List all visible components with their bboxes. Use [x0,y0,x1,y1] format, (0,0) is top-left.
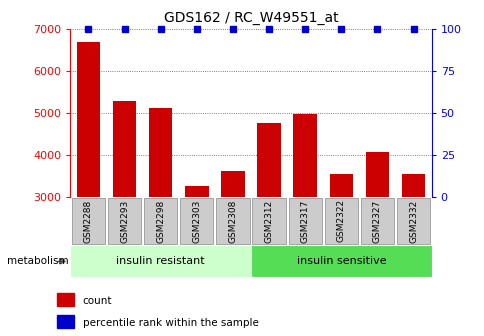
Text: insulin resistant: insulin resistant [116,256,205,266]
Text: GSM2303: GSM2303 [192,199,201,243]
FancyBboxPatch shape [70,245,251,277]
Text: percentile rank within the sample: percentile rank within the sample [82,318,258,328]
FancyBboxPatch shape [180,198,213,244]
Bar [221,171,244,197]
Text: metabolism: metabolism [7,256,69,266]
FancyBboxPatch shape [107,198,141,244]
Text: GSM2312: GSM2312 [264,199,273,243]
Bar [365,152,388,197]
Bar [76,42,100,197]
FancyBboxPatch shape [360,198,393,244]
Bar [293,114,316,197]
Bar [149,108,172,197]
FancyBboxPatch shape [72,198,105,244]
Text: GSM2322: GSM2322 [336,199,345,243]
FancyBboxPatch shape [251,245,431,277]
Bar [57,293,74,306]
FancyBboxPatch shape [216,198,249,244]
Text: count: count [82,296,112,306]
Bar [257,123,280,197]
Bar [329,174,352,197]
Bar [57,315,74,328]
Text: insulin sensitive: insulin sensitive [296,256,385,266]
Bar [185,185,208,197]
Text: GSM2293: GSM2293 [120,199,129,243]
Title: GDS162 / RC_W49551_at: GDS162 / RC_W49551_at [163,11,338,25]
Text: GSM2288: GSM2288 [84,199,93,243]
Bar [401,174,424,197]
FancyBboxPatch shape [396,198,429,244]
FancyBboxPatch shape [324,198,357,244]
Text: GSM2317: GSM2317 [300,199,309,243]
FancyBboxPatch shape [288,198,321,244]
Text: GSM2298: GSM2298 [156,199,165,243]
FancyBboxPatch shape [144,198,177,244]
FancyBboxPatch shape [252,198,285,244]
Bar [113,101,136,197]
Text: GSM2327: GSM2327 [372,199,381,243]
Text: GSM2332: GSM2332 [408,199,417,243]
Text: GSM2308: GSM2308 [228,199,237,243]
